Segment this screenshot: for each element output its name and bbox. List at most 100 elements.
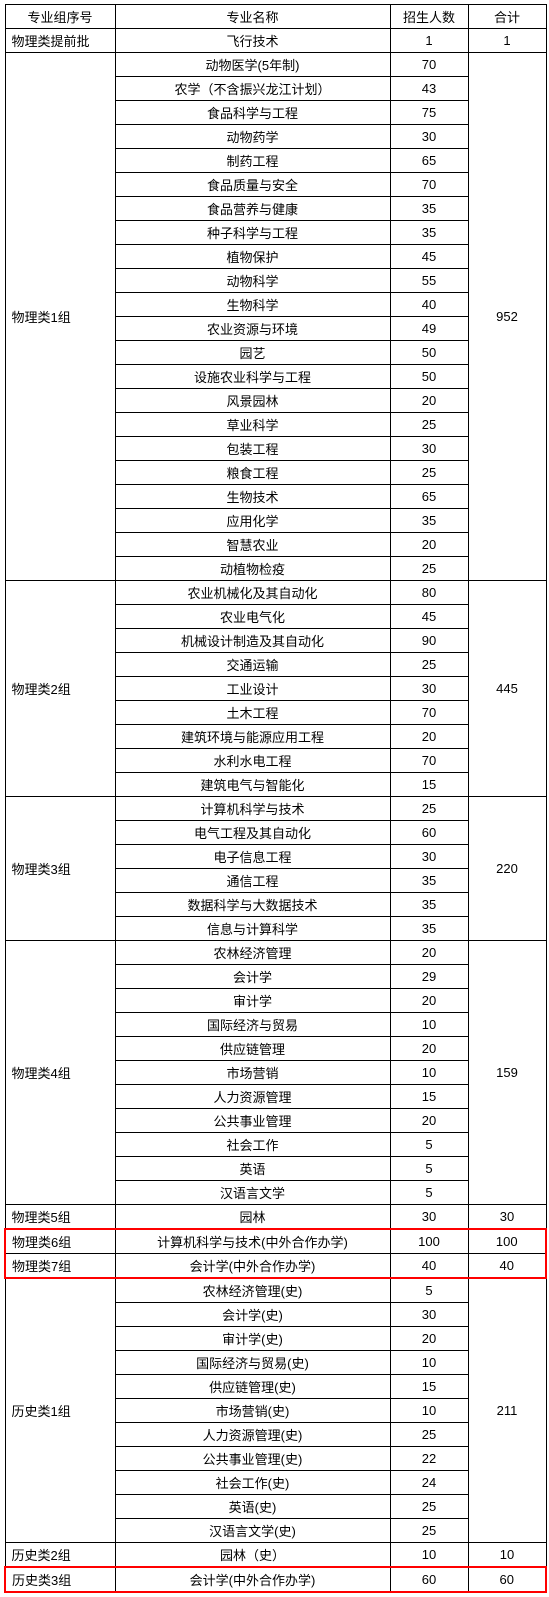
- count-cell: 40: [390, 293, 468, 317]
- major-cell: 土木工程: [115, 701, 390, 725]
- major-cell: 国际经济与贸易: [115, 1013, 390, 1037]
- count-cell: 100: [390, 1229, 468, 1254]
- count-cell: 40: [390, 1254, 468, 1279]
- count-cell: 35: [390, 197, 468, 221]
- major-cell: 草业科学: [115, 413, 390, 437]
- major-cell: 制药工程: [115, 149, 390, 173]
- major-cell: 交通运输: [115, 653, 390, 677]
- table-row: 历史类3组会计学(中外合作办学)6060: [5, 1567, 546, 1592]
- major-cell: 数据科学与大数据技术: [115, 893, 390, 917]
- count-cell: 10: [390, 1351, 468, 1375]
- header-count: 招生人数: [390, 5, 468, 29]
- count-cell: 25: [390, 413, 468, 437]
- major-cell: 信息与计算科学: [115, 917, 390, 941]
- count-cell: 43: [390, 77, 468, 101]
- major-cell: 农林经济管理: [115, 941, 390, 965]
- count-cell: 35: [390, 869, 468, 893]
- count-cell: 35: [390, 893, 468, 917]
- header-group: 专业组序号: [5, 5, 115, 29]
- count-cell: 5: [390, 1278, 468, 1303]
- major-cell: 设施农业科学与工程: [115, 365, 390, 389]
- table-row: 物理类提前批飞行技术11: [5, 29, 546, 53]
- major-cell: 食品质量与安全: [115, 173, 390, 197]
- total-cell: 220: [468, 797, 546, 941]
- count-cell: 45: [390, 605, 468, 629]
- table-row: 物理类7组会计学(中外合作办学)4040: [5, 1254, 546, 1279]
- count-cell: 70: [390, 53, 468, 77]
- count-cell: 30: [390, 845, 468, 869]
- major-cell: 国际经济与贸易(史): [115, 1351, 390, 1375]
- count-cell: 25: [390, 1495, 468, 1519]
- major-cell: 智慧农业: [115, 533, 390, 557]
- count-cell: 20: [390, 1109, 468, 1133]
- header-total: 合计: [468, 5, 546, 29]
- major-cell: 审计学: [115, 989, 390, 1013]
- count-cell: 65: [390, 149, 468, 173]
- total-cell: 10: [468, 1543, 546, 1568]
- major-cell: 社会工作: [115, 1133, 390, 1157]
- count-cell: 60: [390, 1567, 468, 1592]
- major-cell: 公共事业管理(史): [115, 1447, 390, 1471]
- total-cell: 60: [468, 1567, 546, 1592]
- major-cell: 食品科学与工程: [115, 101, 390, 125]
- count-cell: 20: [390, 1037, 468, 1061]
- major-cell: 机械设计制造及其自动化: [115, 629, 390, 653]
- table-body: 物理类提前批飞行技术11物理类1组动物医学(5年制)70952农学（不含振兴龙江…: [5, 29, 546, 1593]
- major-cell: 市场营销: [115, 1061, 390, 1085]
- count-cell: 50: [390, 341, 468, 365]
- count-cell: 70: [390, 173, 468, 197]
- major-cell: 通信工程: [115, 869, 390, 893]
- table-row: 物理类5组园林3030: [5, 1205, 546, 1230]
- group-cell: 物理类2组: [5, 581, 115, 797]
- major-cell: 供应链管理(史): [115, 1375, 390, 1399]
- major-cell: 动植物检疫: [115, 557, 390, 581]
- count-cell: 20: [390, 1327, 468, 1351]
- count-cell: 25: [390, 557, 468, 581]
- total-cell: 1: [468, 29, 546, 53]
- count-cell: 15: [390, 1085, 468, 1109]
- major-cell: 会计学(中外合作办学): [115, 1567, 390, 1592]
- major-cell: 工业设计: [115, 677, 390, 701]
- major-cell: 人力资源管理: [115, 1085, 390, 1109]
- count-cell: 49: [390, 317, 468, 341]
- total-cell: 30: [468, 1205, 546, 1230]
- major-cell: 园林（史）: [115, 1543, 390, 1568]
- major-cell: 包装工程: [115, 437, 390, 461]
- count-cell: 25: [390, 1519, 468, 1543]
- group-cell: 物理类7组: [5, 1254, 115, 1279]
- table-row: 历史类2组园林（史）1010: [5, 1543, 546, 1568]
- group-cell: 历史类3组: [5, 1567, 115, 1592]
- count-cell: 80: [390, 581, 468, 605]
- major-cell: 应用化学: [115, 509, 390, 533]
- major-cell: 建筑电气与智能化: [115, 773, 390, 797]
- count-cell: 10: [390, 1061, 468, 1085]
- major-cell: 审计学(史): [115, 1327, 390, 1351]
- major-cell: 电气工程及其自动化: [115, 821, 390, 845]
- count-cell: 35: [390, 221, 468, 245]
- major-cell: 英语(史): [115, 1495, 390, 1519]
- count-cell: 60: [390, 821, 468, 845]
- table-row: 物理类4组农林经济管理20159: [5, 941, 546, 965]
- group-cell: 历史类2组: [5, 1543, 115, 1568]
- major-cell: 风景园林: [115, 389, 390, 413]
- major-cell: 市场营销(史): [115, 1399, 390, 1423]
- major-cell: 计算机科学与技术: [115, 797, 390, 821]
- admissions-table: 专业组序号 专业名称 招生人数 合计 物理类提前批飞行技术11物理类1组动物医学…: [4, 4, 547, 1593]
- count-cell: 30: [390, 1303, 468, 1327]
- count-cell: 90: [390, 629, 468, 653]
- major-cell: 农业资源与环境: [115, 317, 390, 341]
- major-cell: 会计学(史): [115, 1303, 390, 1327]
- major-cell: 植物保护: [115, 245, 390, 269]
- group-cell: 物理类5组: [5, 1205, 115, 1230]
- major-cell: 生物技术: [115, 485, 390, 509]
- total-cell: 211: [468, 1278, 546, 1543]
- table-row: 物理类3组计算机科学与技术25220: [5, 797, 546, 821]
- major-cell: 飞行技术: [115, 29, 390, 53]
- major-cell: 会计学: [115, 965, 390, 989]
- total-cell: 159: [468, 941, 546, 1205]
- count-cell: 25: [390, 1423, 468, 1447]
- major-cell: 供应链管理: [115, 1037, 390, 1061]
- count-cell: 20: [390, 533, 468, 557]
- count-cell: 20: [390, 941, 468, 965]
- table-row: 物理类1组动物医学(5年制)70952: [5, 53, 546, 77]
